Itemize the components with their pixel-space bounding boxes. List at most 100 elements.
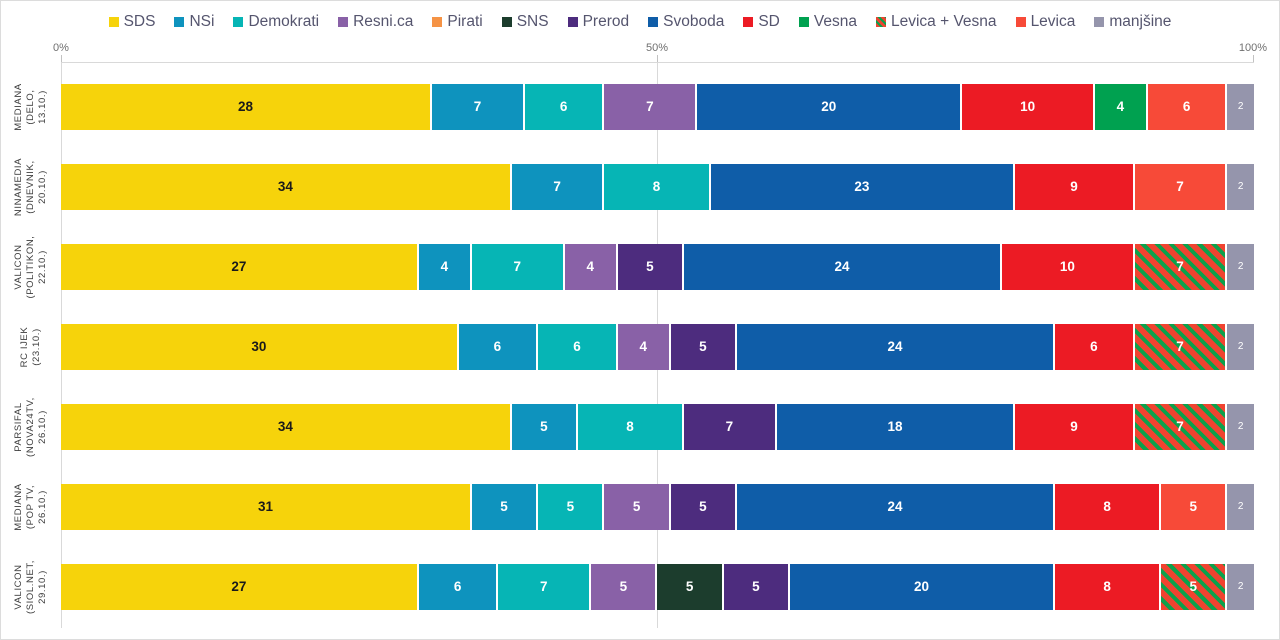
legend-label: manjšine (1109, 13, 1172, 30)
legend-swatch-manjsine (1094, 17, 1105, 27)
bar-segment-prerod: 5 (723, 564, 790, 610)
segment-value: 27 (231, 259, 247, 275)
segment-value: 5 (1189, 579, 1198, 595)
segment-value: 18 (887, 419, 903, 435)
legend-item-resni-ca: Resni.ca (338, 13, 413, 31)
segment-value: 8 (626, 419, 634, 435)
legend-label: SDS (123, 13, 156, 30)
legend-swatch-sns (501, 17, 512, 27)
bar-segment-nsi: 5 (511, 404, 578, 450)
segment-value: 20 (914, 579, 930, 595)
segment-value: 5 (685, 579, 694, 595)
legend-item-pirati: Pirati (432, 13, 483, 31)
row-label: VALICON (SIOL.NET, 29.10.) (13, 559, 48, 615)
bar-segment-nsi: 5 (471, 484, 539, 530)
segment-value: 2 (1237, 261, 1244, 272)
legend-label: SD (758, 13, 780, 30)
x-axis-tick-label-100: 100% (1238, 42, 1268, 54)
legend-label: Demokrati (248, 13, 320, 30)
bar-segment-svoboda: 20 (790, 564, 1056, 610)
bar-row: 31 5 5 5 5 24 8 5 2 (61, 484, 1254, 530)
bar-segment-levica: 6 (1147, 84, 1228, 130)
segment-value: 9 (1070, 419, 1078, 435)
legend-label: NSi (189, 13, 215, 30)
segment-value: 5 (500, 499, 508, 515)
segment-value: 5 (752, 579, 760, 595)
legend-swatch-levica (1015, 17, 1026, 27)
legend-item-manjsine: manjšine (1094, 13, 1171, 31)
bar-segment-sd: 6 (1055, 324, 1135, 370)
segment-value: 24 (887, 339, 903, 355)
segment-value: 10 (1059, 259, 1075, 275)
bar-segment-levica-vesna: 7 (1134, 324, 1228, 370)
legend-item-prerod: Prerod (567, 13, 629, 31)
segment-value: 31 (257, 499, 273, 515)
segment-value: 2 (1237, 341, 1244, 352)
segment-value: 23 (854, 179, 870, 195)
bar-segment-manjsine: 2 (1227, 404, 1254, 450)
legend-label: Levica + Vesna (890, 13, 997, 30)
bar-segment-svoboda: 24 (736, 484, 1056, 530)
bar-segment-svoboda: 23 (710, 164, 1016, 210)
x-axis-tick-label-50: 50% (645, 42, 669, 54)
bar-row: 27 6 7 5 5 5 20 8 5 2 (61, 564, 1254, 610)
bar-row: 34 7 8 23 9 7 2 (61, 164, 1254, 210)
legend-item-svoboda: Svoboda (648, 13, 724, 31)
bar-row: 34 5 8 7 18 9 7 2 (61, 404, 1254, 450)
segment-value: 24 (834, 259, 850, 275)
bar-segment-manjsine: 2 (1227, 244, 1254, 290)
segment-value: 4 (639, 339, 647, 355)
segment-value: 20 (821, 99, 837, 115)
segment-value: 7 (513, 259, 522, 275)
axis-tick-100 (1253, 55, 1254, 62)
legend: SDS NSi Demokrati Resni.ca Pirati SNS Prerod Sv… (1, 12, 1279, 32)
segment-value: 6 (453, 579, 462, 595)
segment-value: 7 (1176, 259, 1184, 275)
bar-segment-demokrati: 7 (498, 564, 592, 610)
segment-value: 6 (573, 339, 581, 355)
bar-segment-resni-ca: 4 (564, 244, 618, 290)
segment-value: 2 (1237, 101, 1244, 112)
bar-segment-prerod: 5 (670, 324, 737, 370)
segment-value: 8 (1103, 499, 1111, 515)
axis-tick-0 (61, 55, 62, 62)
bar-segment-nsi: 6 (418, 564, 499, 610)
segment-value: 24 (887, 499, 903, 515)
bar-segment-levica-vesna: 7 (1134, 404, 1228, 450)
bar-segment-svoboda: 24 (737, 324, 1056, 370)
segment-value: 6 (559, 99, 568, 115)
bar-segment-demokrati: 6 (538, 324, 618, 370)
bar-segment-sd: 8 (1055, 564, 1162, 610)
bar-segment-nsi: 6 (458, 324, 539, 370)
legend-swatch-demokrati (233, 17, 244, 27)
bar-segment-sd: 8 (1055, 484, 1162, 530)
legend-item-nsi: NSi (174, 13, 214, 31)
bar-segment-sd: 9 (1015, 404, 1135, 450)
bar-segment-resni-ca: 7 (604, 84, 698, 130)
segment-value: 7 (1176, 339, 1184, 355)
legend-label: Svoboda (663, 13, 725, 30)
legend-item-sns: SNS (501, 13, 549, 31)
legend-swatch-pirati (432, 17, 443, 27)
legend-swatch-sd (743, 17, 754, 27)
bar-segment-resni-ca: 5 (591, 564, 658, 610)
segment-value: 7 (1176, 419, 1184, 435)
bar-segment-sds: 30 (61, 324, 459, 370)
segment-value: 7 (473, 99, 482, 115)
segment-value: 2 (1237, 421, 1244, 432)
bar-segment-sns: 5 (657, 564, 724, 610)
segment-value: 6 (1182, 99, 1191, 115)
legend-swatch-svoboda (648, 17, 659, 27)
segment-value: 7 (646, 99, 654, 115)
bar-row: 27 4 7 4 5 24 10 7 2 (61, 244, 1254, 290)
legend-item-demokrati: Demokrati (233, 13, 319, 31)
row-label: RC IJEK (23.10.) (19, 326, 42, 368)
legend-swatch-resni-ca (338, 17, 349, 27)
bar-segment-sds: 31 (61, 484, 472, 530)
bar-segment-nsi: 4 (418, 244, 472, 290)
bar-segment-levica: 7 (1134, 164, 1228, 210)
bar-segment-demokrati: 8 (604, 164, 711, 210)
bar-segment-sds: 27 (61, 244, 419, 290)
bar-segment-sds: 34 (61, 164, 512, 210)
